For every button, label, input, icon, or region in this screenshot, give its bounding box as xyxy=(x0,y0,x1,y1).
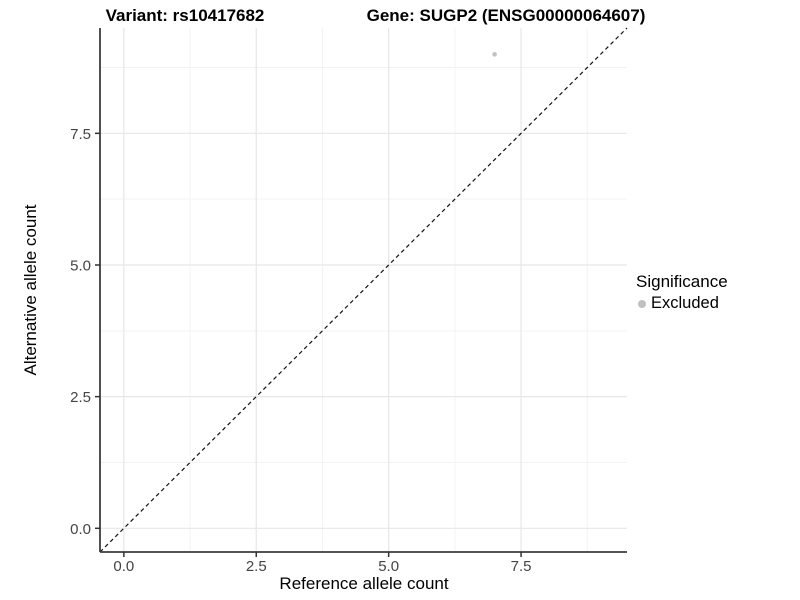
x-tick-label: 5.0 xyxy=(378,558,399,575)
y-tick-label: 7.5 xyxy=(70,126,91,143)
data-point xyxy=(492,52,497,57)
plot-title-variant: Variant: rs10417682 xyxy=(105,6,265,25)
legend-item-excluded: Excluded xyxy=(638,294,728,313)
legend: Significance Excluded xyxy=(636,272,728,313)
x-axis-title: Reference allele count xyxy=(279,574,449,593)
legend-title: Significance xyxy=(636,272,728,291)
plot-title-gene: Gene: SUGP2 (ENSG00000064607) xyxy=(366,6,646,25)
legend-marker-excluded-icon xyxy=(638,299,646,308)
y-tick-label: 2.5 xyxy=(70,389,91,406)
legend-item-label: Excluded xyxy=(651,294,719,312)
y-tick-label: 5.0 xyxy=(70,257,91,274)
x-tick-label: 2.5 xyxy=(246,558,267,575)
y-axis-title: Alternative allele count xyxy=(21,204,40,376)
y-tick-label: 0.0 xyxy=(70,521,91,538)
x-tick-label: 7.5 xyxy=(511,558,532,575)
identity-line xyxy=(99,27,628,553)
x-tick-label: 0.0 xyxy=(113,558,134,575)
